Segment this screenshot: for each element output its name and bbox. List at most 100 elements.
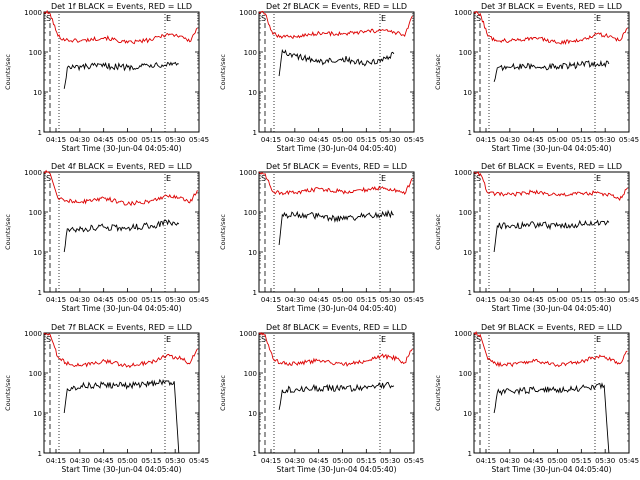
x-tick-label: 05:45 [189, 136, 209, 144]
lld-series-line [258, 10, 413, 40]
panel-title: Det 1f BLACK = Events, RED = LLD [51, 2, 192, 11]
end-marker-e: E [166, 14, 171, 23]
y-tick-label: 10 [33, 249, 42, 257]
x-tick-label: 05:00 [547, 457, 567, 465]
y-axis-label: Counts/sec [434, 375, 442, 411]
y-tick-label: 10 [463, 249, 472, 257]
y-tick-label: 1000 [454, 330, 472, 338]
x-tick-label: 05:15 [356, 136, 376, 144]
x-tick-label: 04:45 [524, 296, 544, 304]
x-axis: 04:15 04:30 04:45 05:00 05:15 05:30 05:45 [476, 288, 639, 304]
y-axis: 1 10 100 1000 [24, 330, 199, 458]
x-tick-label: 05:45 [189, 457, 209, 465]
start-marker-s: S [261, 335, 266, 344]
x-tick-label: 05:00 [547, 136, 567, 144]
x-axis: 04:15 04:30 04:45 05:00 05:15 05:30 05:45 [476, 449, 639, 465]
panel-det-9: Det 9f BLACK = Events, RED = LLD 1 10 100 10… [434, 323, 639, 474]
plot-frame [43, 11, 200, 133]
x-tick-label: 05:15 [141, 296, 161, 304]
x-tick-label: 05:15 [571, 136, 591, 144]
x-tick-label: 04:30 [285, 296, 305, 304]
panel-det-1: Det 1f BLACK = Events, RED = LLD 1 10 100 10… [4, 2, 209, 153]
x-tick-label: 04:15 [46, 136, 66, 144]
y-tick-label: 100 [29, 209, 42, 217]
y-tick-label: 100 [244, 49, 257, 57]
y-tick-label: 1 [253, 450, 257, 458]
y-axis: 1 10 100 1000 [454, 9, 629, 137]
panel-title: Det 4f BLACK = Events, RED = LLD [51, 162, 192, 171]
start-marker-s: S [46, 14, 51, 23]
x-tick-label: 04:45 [524, 136, 544, 144]
events-series-line [278, 381, 395, 410]
y-tick-label: 1 [253, 129, 257, 137]
x-axis-label: Start Time (30-Jun-04 04:05:40) [62, 144, 182, 153]
events-series-line [278, 209, 394, 246]
x-tick-label: 04:30 [70, 136, 90, 144]
x-tick-label: 04:45 [524, 457, 544, 465]
y-axis-label: Counts/sec [434, 54, 442, 90]
panel-title: Det 9f BLACK = Events, RED = LLD [481, 323, 622, 332]
lld-series-line [473, 10, 628, 46]
y-axis: 1 10 100 1000 [24, 9, 199, 137]
plot-frame [258, 171, 415, 293]
y-tick-label: 1 [468, 129, 472, 137]
y-tick-label: 100 [29, 370, 42, 378]
y-tick-label: 1000 [454, 169, 472, 177]
x-axis: 04:15 04:30 04:45 05:00 05:15 05:30 05:45 [46, 288, 209, 304]
events-series-line [493, 219, 610, 253]
events-series-line [63, 61, 179, 89]
panel-det-3: Det 3f BLACK = Events, RED = LLD 1 10 100 10… [434, 2, 639, 153]
x-tick-label: 04:15 [261, 136, 281, 144]
x-tick-label: 05:45 [404, 136, 424, 144]
x-tick-label: 05:30 [595, 457, 615, 465]
start-marker-s: S [46, 335, 51, 344]
y-tick-label: 1 [253, 289, 257, 297]
plot-frame [473, 11, 630, 133]
x-tick-label: 05:15 [571, 457, 591, 465]
x-tick-label: 05:15 [141, 136, 161, 144]
y-axis-label: Counts/sec [219, 54, 227, 90]
y-tick-label: 100 [244, 209, 257, 217]
x-tick-label: 04:30 [500, 136, 520, 144]
y-axis-label: Counts/sec [4, 375, 12, 411]
x-tick-label: 04:45 [94, 457, 114, 465]
plot-frame [43, 332, 200, 454]
x-axis-label: Start Time (30-Jun-04 04:05:40) [62, 465, 182, 474]
x-axis: 04:15 04:30 04:45 05:00 05:15 05:30 05:45 [46, 128, 209, 144]
x-tick-label: 05:00 [117, 457, 137, 465]
x-tick-label: 05:15 [141, 457, 161, 465]
y-tick-label: 1000 [239, 169, 257, 177]
x-tick-label: 05:00 [117, 136, 137, 144]
lld-series-line [258, 331, 413, 367]
y-tick-label: 1 [38, 289, 42, 297]
x-tick-label: 05:00 [547, 296, 567, 304]
x-tick-label: 04:30 [70, 296, 90, 304]
x-axis-label: Start Time (30-Jun-04 04:05:40) [492, 465, 612, 474]
x-tick-label: 04:45 [309, 457, 329, 465]
x-axis-label: Start Time (30-Jun-04 04:05:40) [277, 465, 397, 474]
y-tick-label: 100 [244, 370, 257, 378]
panel-det-8: Det 8f BLACK = Events, RED = LLD 1 10 100 10… [219, 323, 424, 474]
x-tick-label: 04:15 [46, 457, 66, 465]
start-marker-s: S [46, 174, 51, 183]
plot-frame [43, 171, 200, 293]
start-marker-s: S [476, 174, 481, 183]
x-axis: 04:15 04:30 04:45 05:00 05:15 05:30 05:45 [46, 449, 209, 465]
x-tick-label: 05:45 [404, 296, 424, 304]
x-tick-label: 05:00 [117, 296, 137, 304]
x-axis-label: Start Time (30-Jun-04 04:05:40) [277, 144, 397, 153]
x-tick-label: 04:30 [500, 296, 520, 304]
x-tick-label: 05:45 [189, 296, 209, 304]
x-axis-label: Start Time (30-Jun-04 04:05:40) [492, 304, 612, 313]
x-tick-label: 05:00 [332, 457, 352, 465]
plot-frame [473, 332, 630, 454]
x-tick-label: 04:15 [476, 296, 496, 304]
end-marker-e: E [381, 174, 386, 183]
x-tick-label: 05:30 [165, 136, 185, 144]
events-series-line [63, 219, 180, 253]
x-tick-label: 04:15 [476, 457, 496, 465]
events-series-line [493, 59, 610, 82]
events-series-line [278, 48, 395, 77]
y-axis: 1 10 100 1000 [454, 169, 629, 297]
x-tick-label: 05:15 [356, 296, 376, 304]
